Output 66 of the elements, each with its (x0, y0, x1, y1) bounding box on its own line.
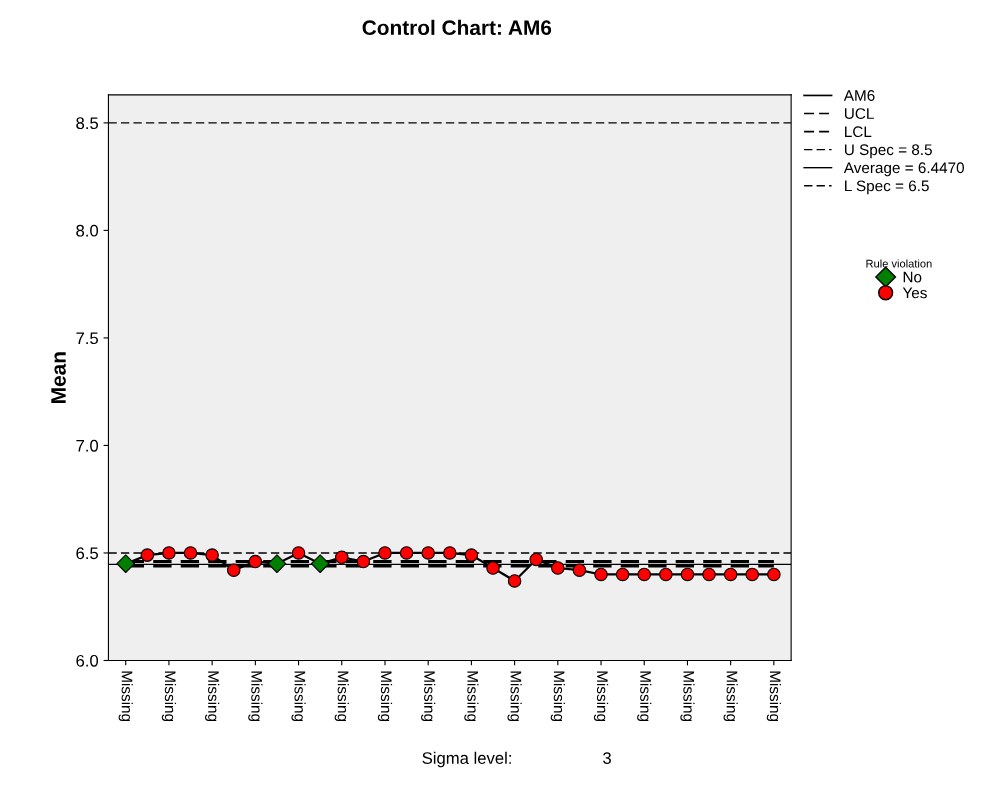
x-tick-label: Missing (507, 671, 522, 722)
x-tick-label: Missing (680, 671, 695, 722)
legend-label: UCL (844, 108, 874, 119)
y-tick-label: 8.5 (76, 117, 99, 130)
x-tick-label: Missing (421, 671, 436, 722)
point (637, 567, 652, 582)
x-tick-label: Missing (723, 671, 738, 722)
point (205, 548, 219, 562)
point (464, 548, 479, 562)
point (183, 546, 198, 560)
x-tick-label: Missing (334, 671, 349, 722)
legend-label: Average = 6.4470 (843, 162, 964, 177)
y-tick-label: 8.0 (76, 224, 99, 237)
x-tick-label: Missing (205, 671, 220, 722)
point (702, 567, 716, 582)
legend-title: Rule violation (866, 259, 932, 268)
x-tick-label: Missing (766, 671, 781, 722)
x-tick-label: Missing (464, 671, 479, 722)
point (572, 563, 587, 577)
point (310, 554, 330, 574)
point (267, 554, 287, 574)
legend-label: U Spec = 8.5 (844, 144, 932, 159)
y-axis-title: Mean (51, 352, 66, 403)
point (248, 554, 263, 569)
x-tick-label: Missing (637, 671, 652, 722)
point (226, 563, 241, 577)
x-tick-label: Missing (291, 671, 306, 722)
legend-label: LCL (845, 126, 872, 138)
text: Sigma level: (422, 751, 511, 768)
y-tick-label: 7.0 (76, 439, 99, 452)
x-tick-label: Missing (161, 671, 177, 722)
point (529, 552, 543, 567)
point (399, 546, 414, 560)
legend-label: Yes (902, 287, 927, 299)
point (443, 546, 457, 560)
y-tick-label: 6.5 (76, 547, 99, 560)
point (767, 567, 781, 582)
point (162, 546, 176, 560)
legend-label: No (903, 271, 922, 283)
text: 3 (603, 752, 611, 764)
legend-label: AM6 (843, 90, 875, 101)
point (335, 550, 349, 565)
point (551, 561, 565, 575)
y-tick-label: 6.0 (76, 654, 99, 667)
point (378, 546, 392, 560)
point (723, 567, 738, 582)
point (356, 554, 371, 569)
point (291, 546, 306, 560)
point (507, 574, 522, 588)
point (421, 546, 435, 560)
x-tick-label: Missing (593, 671, 609, 722)
x-tick-label: Missing (248, 671, 263, 722)
x-tick-label: Missing (118, 671, 133, 722)
point (116, 554, 136, 574)
chart-title: Control Chart: AM6 (362, 19, 552, 36)
point (659, 567, 673, 582)
legend-label: L Spec = 6.5 (845, 180, 929, 195)
point (680, 567, 695, 582)
y-tick-label: 7.5 (76, 332, 99, 345)
point (140, 548, 155, 562)
x-tick-label: Missing (377, 671, 393, 722)
x-tick-label: Missing (550, 671, 565, 722)
point (594, 567, 608, 582)
point (486, 561, 500, 575)
point (615, 567, 630, 582)
point (745, 567, 760, 582)
